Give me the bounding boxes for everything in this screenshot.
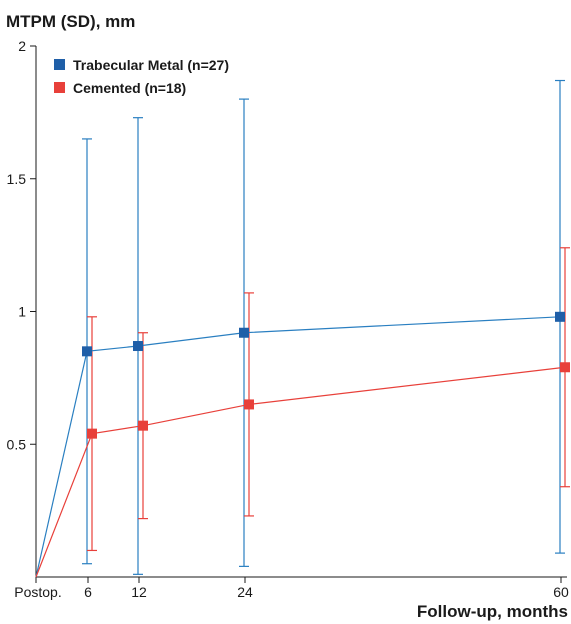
x-tick-label: 24 — [237, 584, 253, 600]
legend-label: Cemented (n=18) — [73, 79, 187, 96]
data-point-marker — [560, 362, 570, 373]
series-lines — [35, 316, 566, 578]
data-point-marker — [82, 346, 92, 357]
legend-item-trabecular-metal: Trabecular Metal (n=27) — [54, 53, 229, 76]
legend-swatch-trabecular-metal — [54, 59, 65, 70]
data-point-marker — [133, 341, 143, 352]
data-point-marker — [239, 327, 249, 338]
legend-swatch-cemented — [54, 82, 65, 93]
error-bars — [82, 79, 570, 575]
data-point-marker — [244, 399, 254, 410]
y-tick-label: 0.5 — [7, 436, 27, 452]
data-point-marker — [555, 311, 565, 322]
axes — [30, 45, 567, 583]
legend-item-cemented: Cemented (n=18) — [54, 76, 229, 99]
tick-labels: 0.5 1 1.5 2 Postop. 6 12 24 60 — [7, 38, 569, 600]
y-axis-title: MTPM (SD), mm — [6, 12, 136, 31]
x-tick-label: 60 — [553, 584, 569, 600]
y-tick-label: 1.5 — [7, 171, 27, 187]
y-tick-label: 2 — [18, 38, 26, 54]
data-point-marker — [138, 420, 148, 431]
x-axis-title: Follow-up, months — [416, 602, 568, 621]
data-point-marker — [87, 428, 97, 439]
series-markers — [82, 311, 570, 439]
x-tick-label: 12 — [131, 584, 147, 600]
legend-label: Trabecular Metal (n=27) — [73, 56, 230, 73]
y-tick-label: 1 — [18, 304, 26, 320]
x-tick-label: 6 — [84, 584, 92, 600]
series-line — [35, 316, 561, 578]
legend: Trabecular Metal (n=27) Cemented (n=18) — [54, 53, 229, 99]
series-line — [35, 366, 566, 578]
x-tick-label: Postop. — [14, 584, 61, 600]
